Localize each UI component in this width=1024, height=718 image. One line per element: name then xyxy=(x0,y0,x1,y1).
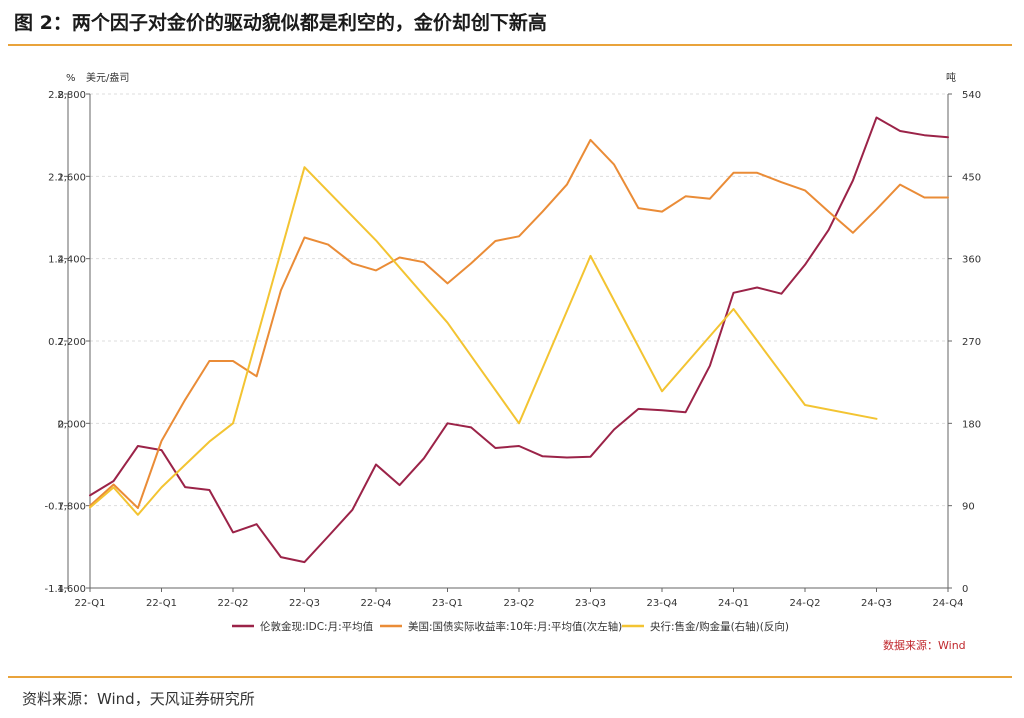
y-tick-label: 2,200 xyxy=(57,337,86,348)
legend-label-3: 央行:售金/购金量(右轴)(反向) xyxy=(650,620,789,633)
series-line-1 xyxy=(89,116,949,564)
chart: 2.8 2.1 1.4 0.7 0 -0.7 -1.4 2,800 2,600 2,400 2,20… xyxy=(44,71,981,652)
left-outer-unit: % xyxy=(66,73,76,84)
x-tick-label: 23-Q4 xyxy=(647,598,678,609)
legend-label-1: 伦敦金现:IDC:月:平均值 xyxy=(260,620,374,633)
y-tick-label: 2,600 xyxy=(57,172,86,183)
x-tick-label: 24-Q1 xyxy=(718,598,749,609)
x-tick-label: 23-Q3 xyxy=(575,598,606,609)
legend: 伦敦金现:IDC:月:平均值 美国:国债实际收益率:10年:月:平均值(次左轴) 央… xyxy=(232,620,789,633)
legend-label-2: 美国:国债实际收益率:10年:月:平均值(次左轴) xyxy=(408,620,622,633)
series-line-2 xyxy=(89,138,949,509)
y-tick-label: 0 xyxy=(962,584,968,595)
y-tick-label: 270 xyxy=(962,337,981,348)
tick-labels: 2.8 2.1 1.4 0.7 0 -0.7 -1.4 2,800 2,600 2,400 2,20… xyxy=(44,71,981,609)
x-tick-label: 24-Q4 xyxy=(933,598,964,609)
y-tick-label: 1,600 xyxy=(57,584,86,595)
y-tick-label: 2,800 xyxy=(57,90,86,101)
x-tick-label: 24-Q3 xyxy=(861,598,892,609)
title-divider xyxy=(8,44,1012,46)
series-lines xyxy=(89,116,949,564)
axes xyxy=(64,93,952,592)
y-tick-label: 0 xyxy=(58,419,64,430)
y-tick-label: 0.7 xyxy=(48,337,64,348)
y-tick-label: 180 xyxy=(962,419,981,430)
x-tick-label: 22-Q1 xyxy=(146,598,177,609)
y-tick-label: 1,800 xyxy=(57,502,86,513)
y-tick-label: 1.4 xyxy=(48,255,64,266)
y-tick-label: 360 xyxy=(962,255,981,266)
x-tick-label: 23-Q1 xyxy=(432,598,463,609)
y-tick-label: 2,400 xyxy=(57,255,86,266)
series-line-3 xyxy=(89,166,878,516)
y-tick-label: 90 xyxy=(962,502,975,513)
footer-divider xyxy=(8,676,1012,678)
x-tick-label: 22-Q1 xyxy=(75,598,106,609)
y-tick-label: 2.1 xyxy=(48,172,64,183)
y-tick-label: -0.7 xyxy=(44,502,64,513)
x-tick-label: 24-Q2 xyxy=(790,598,821,609)
y-tick-label: -1.4 xyxy=(44,584,64,595)
y-tick-label: 2,000 xyxy=(57,419,86,430)
x-tick-label: 23-Q2 xyxy=(504,598,535,609)
figure-title: 图 2：两个因子对金价的驱动貌似都是利空的，金价却创下新高 xyxy=(14,12,547,34)
x-tick-label: 22-Q4 xyxy=(361,598,392,609)
y-tick-label: 540 xyxy=(962,90,981,101)
right-unit: 吨 xyxy=(946,71,956,84)
y-tick-label: 2.8 xyxy=(48,90,64,101)
chart-data-source: 数据来源：Wind xyxy=(883,638,966,652)
x-tick-label: 22-Q2 xyxy=(218,598,249,609)
left-inner-unit: 美元/盎司 xyxy=(86,71,129,84)
y-tick-label: 450 xyxy=(962,172,981,183)
x-tick-label: 22-Q3 xyxy=(289,598,320,609)
figure-source: 资料来源：Wind，天风证券研究所 xyxy=(22,690,255,708)
grid-lines xyxy=(90,93,948,589)
